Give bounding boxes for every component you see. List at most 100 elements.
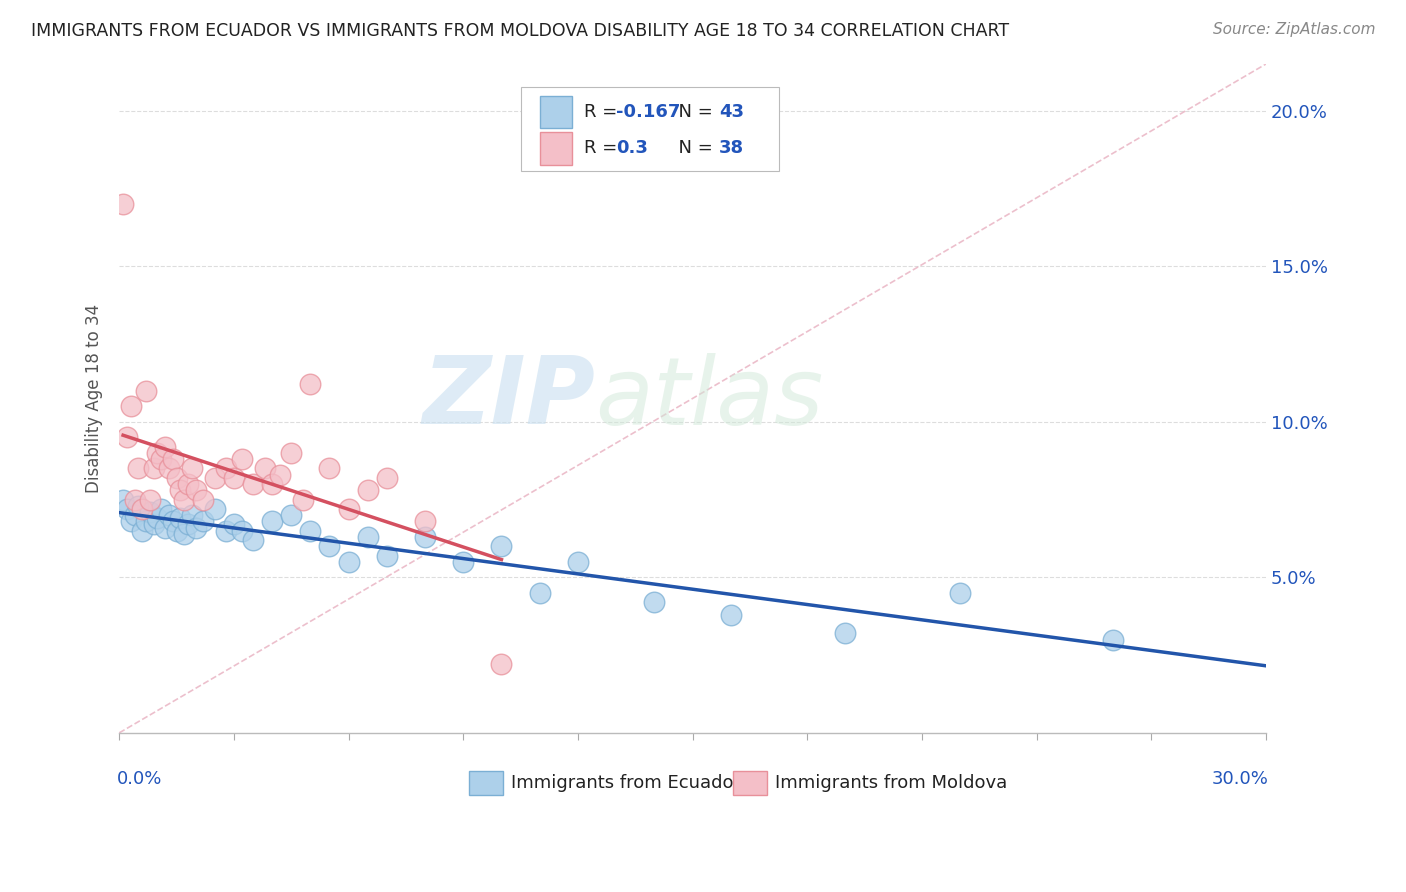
Point (299, 377, 322, 392)
Point (153, 520, 176, 534)
Point (318, 539, 340, 553)
Text: -0.167: -0.167 (616, 103, 681, 121)
Point (337, 501, 360, 516)
Text: ZIP: ZIP (422, 352, 595, 444)
Point (173, 492, 195, 507)
Point (146, 511, 169, 525)
Text: 43: 43 (718, 103, 744, 121)
Text: N =: N = (668, 103, 718, 121)
Point (491, 657, 513, 672)
Point (177, 517, 200, 532)
Point (173, 526, 195, 541)
Point (112, 492, 135, 507)
Point (112, 197, 135, 211)
Point (357, 483, 380, 498)
Point (413, 530, 436, 544)
Text: 0.0%: 0.0% (117, 770, 162, 788)
Point (157, 461, 180, 475)
Text: 38: 38 (718, 139, 744, 158)
Point (242, 477, 264, 491)
Text: 0.3: 0.3 (616, 139, 648, 158)
Point (139, 505, 162, 519)
Point (135, 384, 157, 398)
Point (162, 452, 184, 467)
Point (720, 607, 742, 622)
Point (291, 492, 314, 507)
Point (215, 524, 238, 538)
Bar (540, 132, 572, 164)
Point (262, 514, 284, 528)
Point (124, 508, 146, 522)
Point (269, 467, 291, 482)
Point (150, 501, 173, 516)
Point (222, 471, 245, 485)
Text: Source: ZipAtlas.com: Source: ZipAtlas.com (1212, 22, 1375, 37)
Text: Immigrants from Moldova: Immigrants from Moldova (775, 774, 1007, 792)
Point (451, 555, 474, 569)
Point (153, 440, 176, 454)
Point (318, 461, 340, 475)
Point (127, 461, 149, 475)
Text: IMMIGRANTS FROM ECUADOR VS IMMIGRANTS FROM MOLDOVA DISABILITY AGE 18 TO 34 CORRE: IMMIGRANTS FROM ECUADOR VS IMMIGRANTS FR… (31, 22, 1010, 40)
Point (131, 501, 153, 516)
Text: atlas: atlas (595, 353, 824, 444)
Point (491, 539, 513, 553)
Point (115, 501, 138, 516)
Point (1102, 632, 1125, 647)
Point (142, 461, 165, 475)
Point (413, 514, 436, 528)
Point (162, 514, 184, 528)
Point (157, 508, 180, 522)
Point (299, 524, 322, 538)
Point (120, 514, 142, 528)
Bar (540, 96, 572, 128)
Point (131, 524, 153, 538)
Point (180, 461, 202, 475)
Point (184, 520, 207, 534)
Point (124, 492, 146, 507)
Point (204, 471, 226, 485)
Point (280, 508, 302, 522)
Point (150, 452, 173, 467)
Point (184, 483, 207, 498)
Text: N =: N = (668, 139, 718, 158)
Point (139, 492, 162, 507)
Text: R =: R = (583, 139, 623, 158)
Point (357, 530, 380, 544)
Point (142, 517, 165, 532)
Point (193, 492, 215, 507)
Point (949, 586, 972, 600)
Point (375, 549, 398, 563)
Point (231, 524, 253, 538)
Point (169, 483, 191, 498)
Bar (733, 771, 768, 795)
Y-axis label: Disability Age 18 to 34: Disability Age 18 to 34 (86, 304, 103, 493)
Point (231, 452, 253, 467)
Point (177, 477, 200, 491)
Point (180, 508, 202, 522)
FancyBboxPatch shape (520, 87, 779, 171)
Point (204, 501, 226, 516)
Bar (470, 771, 503, 795)
Text: R =: R = (583, 103, 623, 121)
Point (127, 499, 149, 513)
Point (567, 555, 589, 569)
Point (643, 595, 665, 609)
Point (115, 430, 138, 444)
Point (262, 477, 284, 491)
Point (135, 514, 157, 528)
Point (529, 586, 551, 600)
Point (253, 461, 276, 475)
Point (375, 471, 398, 485)
Point (146, 446, 169, 460)
Point (280, 446, 302, 460)
Point (120, 399, 142, 413)
Point (166, 524, 188, 538)
Point (166, 471, 188, 485)
Text: Immigrants from Ecuador: Immigrants from Ecuador (512, 774, 741, 792)
Text: 30.0%: 30.0% (1212, 770, 1268, 788)
Point (169, 511, 191, 525)
Point (242, 533, 264, 547)
Point (215, 461, 238, 475)
Point (193, 514, 215, 528)
